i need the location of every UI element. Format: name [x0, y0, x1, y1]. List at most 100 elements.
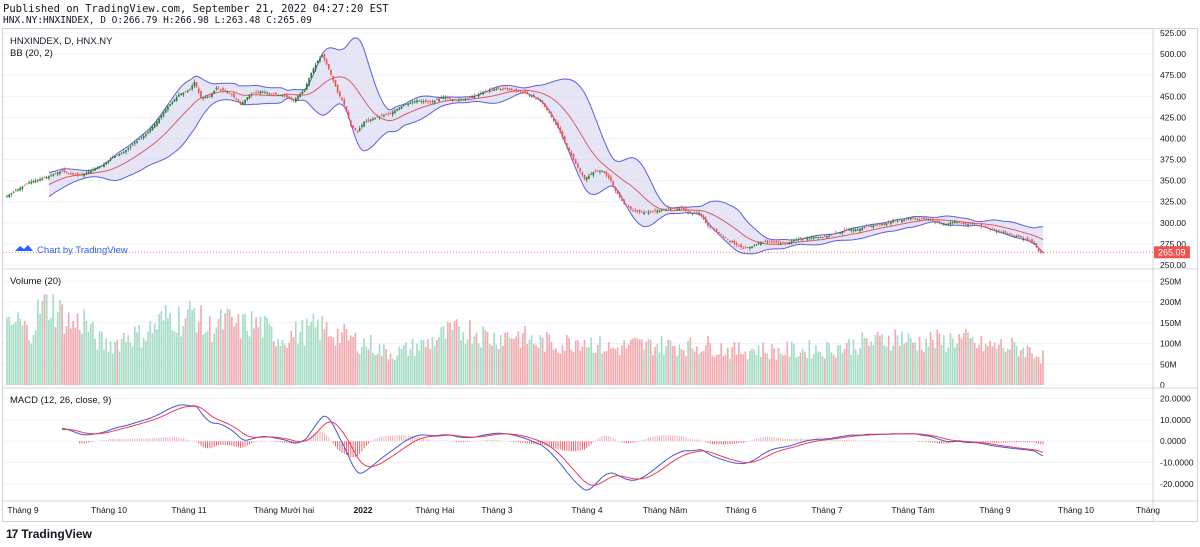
candle-body — [830, 234, 833, 236]
volume-bar — [828, 342, 831, 385]
volume-bar — [733, 341, 736, 385]
volume-bar — [771, 344, 773, 385]
candle-body — [1015, 236, 1018, 238]
volume-bar — [693, 351, 696, 385]
candle-body — [402, 104, 405, 107]
candle-body — [901, 220, 903, 222]
volume-bar — [942, 335, 945, 385]
volume-bar — [837, 345, 839, 385]
volume-bar — [436, 340, 438, 385]
volume-bar — [466, 339, 469, 385]
candle-body — [213, 90, 216, 94]
candle-body — [261, 91, 264, 93]
candle-body — [775, 240, 778, 243]
volume-bar — [211, 341, 213, 385]
candle-body — [356, 131, 359, 133]
candle-body — [925, 218, 927, 220]
candle-body — [557, 122, 559, 129]
candle-body — [566, 143, 568, 147]
candle-body — [667, 207, 670, 209]
candle-body — [332, 75, 335, 81]
volume-bar — [76, 313, 79, 385]
candle-body — [581, 172, 584, 176]
candle-body — [447, 96, 449, 99]
volume-bar — [839, 345, 842, 385]
volume-bar — [464, 344, 467, 385]
time-axis-label: Tháng 9 — [7, 505, 38, 515]
chart-frame[interactable]: 525.00 500.00 475.00 450.00 425.00 400.00 375.… — [2, 28, 1198, 522]
volume-bar — [85, 320, 88, 385]
candles — [6, 53, 1044, 255]
candle-body — [455, 99, 458, 101]
volume-bar — [1000, 339, 1002, 385]
volume-bar — [585, 347, 588, 385]
chart-svg[interactable]: 525.00 500.00 475.00 450.00 425.00 400.00 375.… — [3, 28, 1197, 521]
candle-body — [660, 209, 663, 211]
volume-bar — [901, 331, 903, 385]
time-axis-label: Tháng Mười hai — [254, 505, 315, 515]
candle-body — [828, 235, 831, 237]
volume-bar — [235, 323, 238, 385]
volume-bar — [67, 312, 70, 385]
volume-bar — [949, 333, 952, 385]
candle-body — [312, 68, 315, 73]
price-tick-label: 275.00 — [1160, 239, 1186, 249]
volume-bar — [275, 346, 277, 385]
volume-bar — [682, 350, 685, 385]
volume-bar — [934, 347, 936, 385]
volume-bar — [156, 329, 158, 385]
volume-bar — [521, 333, 524, 385]
candle-body — [965, 222, 967, 225]
candle-body — [766, 241, 769, 243]
candle-body — [493, 89, 495, 91]
candle-body — [753, 245, 756, 247]
volume-bar — [773, 348, 775, 385]
volume-bar — [704, 345, 707, 385]
volume-bar — [98, 331, 101, 385]
volume-bar — [834, 357, 837, 385]
candle-body — [724, 237, 727, 239]
candle-body — [14, 190, 17, 192]
volume-bar — [898, 346, 901, 385]
candle-body — [857, 229, 859, 231]
candle-body — [272, 93, 275, 95]
candle-body — [186, 90, 189, 93]
tradingview-brand[interactable]: 17 TradingView — [6, 527, 92, 541]
volume-bar — [740, 353, 742, 385]
volume-bar — [929, 331, 932, 385]
candle-body — [277, 94, 279, 96]
candle-body — [568, 147, 570, 152]
volume-bar — [577, 340, 579, 385]
candle-body — [570, 151, 573, 156]
candle-body — [892, 221, 894, 223]
watermark[interactable]: Chart by TradingView — [15, 245, 128, 256]
price-tick-label: 400.00 — [1160, 133, 1186, 143]
price-tick-label: 475.00 — [1160, 70, 1186, 80]
volume-bar — [1011, 338, 1013, 385]
volume-bar — [129, 342, 132, 385]
volume-bar — [830, 352, 833, 385]
volume-bar — [394, 359, 396, 385]
candle-body — [153, 124, 156, 128]
volume-tick-label: 0 — [1160, 380, 1165, 390]
time-axis-label: Tháng 6 — [725, 505, 756, 515]
candle-body — [938, 221, 941, 224]
volume-bar — [896, 335, 899, 385]
candle-body — [294, 98, 297, 102]
volume-bar — [960, 338, 963, 385]
volume-bar — [402, 345, 405, 385]
candle-body — [1024, 238, 1027, 240]
volume-bar — [559, 353, 562, 385]
candle-body — [473, 95, 476, 99]
candle-body — [995, 230, 998, 232]
volume-bar — [389, 353, 392, 385]
volume-bar — [169, 312, 171, 385]
candle-body — [17, 189, 19, 191]
volume-bar — [757, 345, 760, 385]
candle-body — [550, 113, 553, 117]
volume-bar — [178, 306, 180, 385]
candle-body — [488, 90, 491, 92]
volume-bar — [848, 338, 850, 385]
candle-body — [116, 154, 119, 156]
candle-body — [409, 102, 412, 104]
